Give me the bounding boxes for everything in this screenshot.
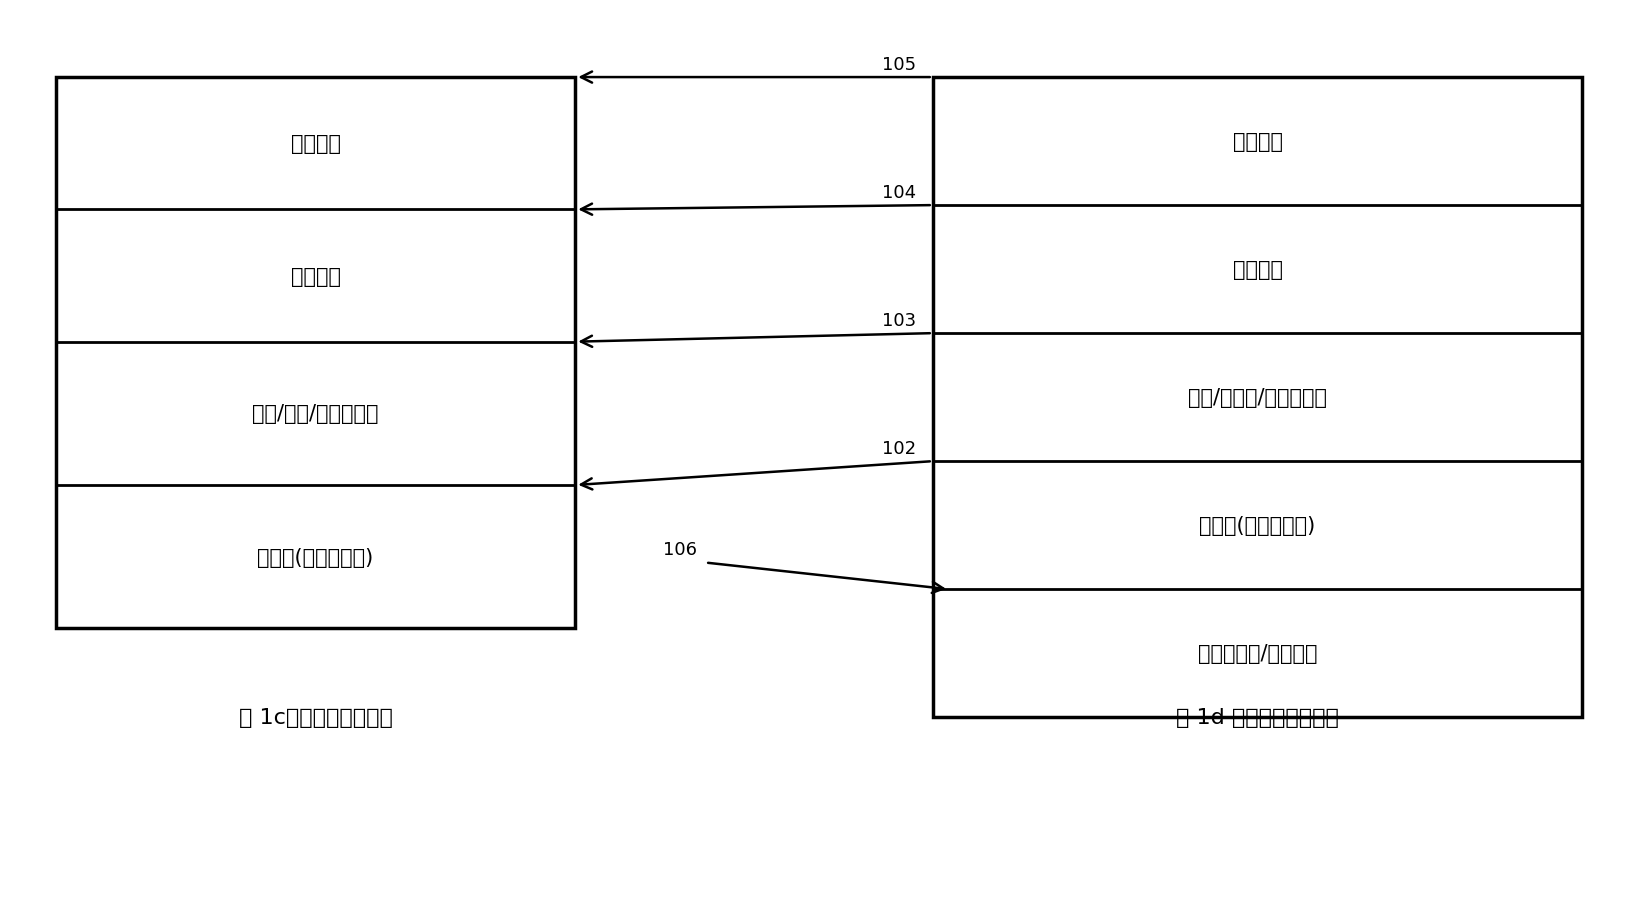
Text: 第一电极: 第一电极 [290, 134, 341, 154]
Text: 图 1c在先的工艺示意图: 图 1c在先的工艺示意图 [239, 707, 393, 727]
Text: 103: 103 [883, 311, 916, 329]
Text: 第一电极: 第一电极 [1232, 132, 1283, 152]
Text: 106: 106 [663, 540, 698, 558]
Text: 支持衬底: 支持衬底 [290, 266, 341, 286]
Text: 102: 102 [883, 439, 916, 457]
Text: 图 1d 在先的工艺示意图: 图 1d 在先的工艺示意图 [1176, 707, 1338, 727]
Bar [932, 78, 1582, 717]
Bar [56, 78, 575, 629]
Text: 外延层(包括发光层): 外延层(包括发光层) [1199, 516, 1315, 536]
Text: 反射/欧姆层/应力缓冲层: 反射/欧姆层/应力缓冲层 [1188, 388, 1327, 408]
Text: 104: 104 [883, 183, 916, 201]
Text: 反射/欧姆/应力缓冲层: 反射/欧姆/应力缓冲层 [252, 404, 378, 424]
Text: 105: 105 [883, 56, 916, 74]
Text: 电流扩散层/第二电极: 电流扩散层/第二电极 [1197, 643, 1317, 664]
Text: 外延层(包括发光层): 外延层(包括发光层) [257, 547, 373, 567]
Text: 支持衬底: 支持衬底 [1232, 260, 1283, 280]
